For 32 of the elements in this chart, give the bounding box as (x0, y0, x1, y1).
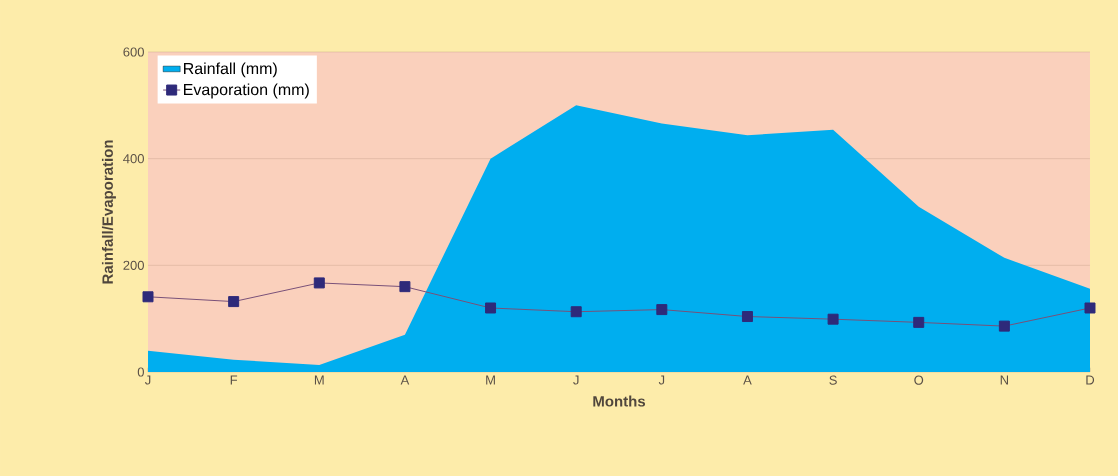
y-tick-label: 400 (123, 154, 144, 164)
x-tick-label: O (914, 375, 924, 385)
x-tick-label: A (400, 375, 410, 385)
point (399, 281, 411, 293)
x-axis-title: Months (593, 395, 646, 407)
x-tick-label: A (743, 375, 752, 385)
point (913, 316, 925, 328)
point (1084, 302, 1096, 314)
x-tick-label: N (1000, 375, 1008, 385)
point (741, 311, 753, 323)
y-tick-label: 0 (137, 367, 144, 377)
point (228, 296, 240, 308)
x-tick-label: D (1086, 375, 1095, 385)
y-tick-label: 600 (123, 47, 144, 57)
x-tick-label: J (144, 375, 151, 385)
x-tick-label: J (573, 375, 579, 385)
point (656, 304, 668, 316)
x-tick-label: M (486, 375, 495, 385)
x-tick-label: M (314, 375, 324, 385)
legend-label: Rainfall (mm) (184, 62, 277, 78)
point (485, 302, 497, 314)
legend-label: Evaporation (mm) (184, 83, 309, 99)
point (142, 291, 154, 303)
y-axis-title: Rainfall/Evaporation (101, 140, 116, 284)
x-tick-label: F (230, 375, 238, 385)
point (827, 313, 839, 325)
x-tick-label: J (658, 375, 665, 385)
point (313, 277, 325, 289)
x-tick-label: S (829, 375, 837, 385)
point (570, 306, 582, 318)
y-tick-label: 200 (123, 260, 144, 270)
point (998, 320, 1010, 332)
